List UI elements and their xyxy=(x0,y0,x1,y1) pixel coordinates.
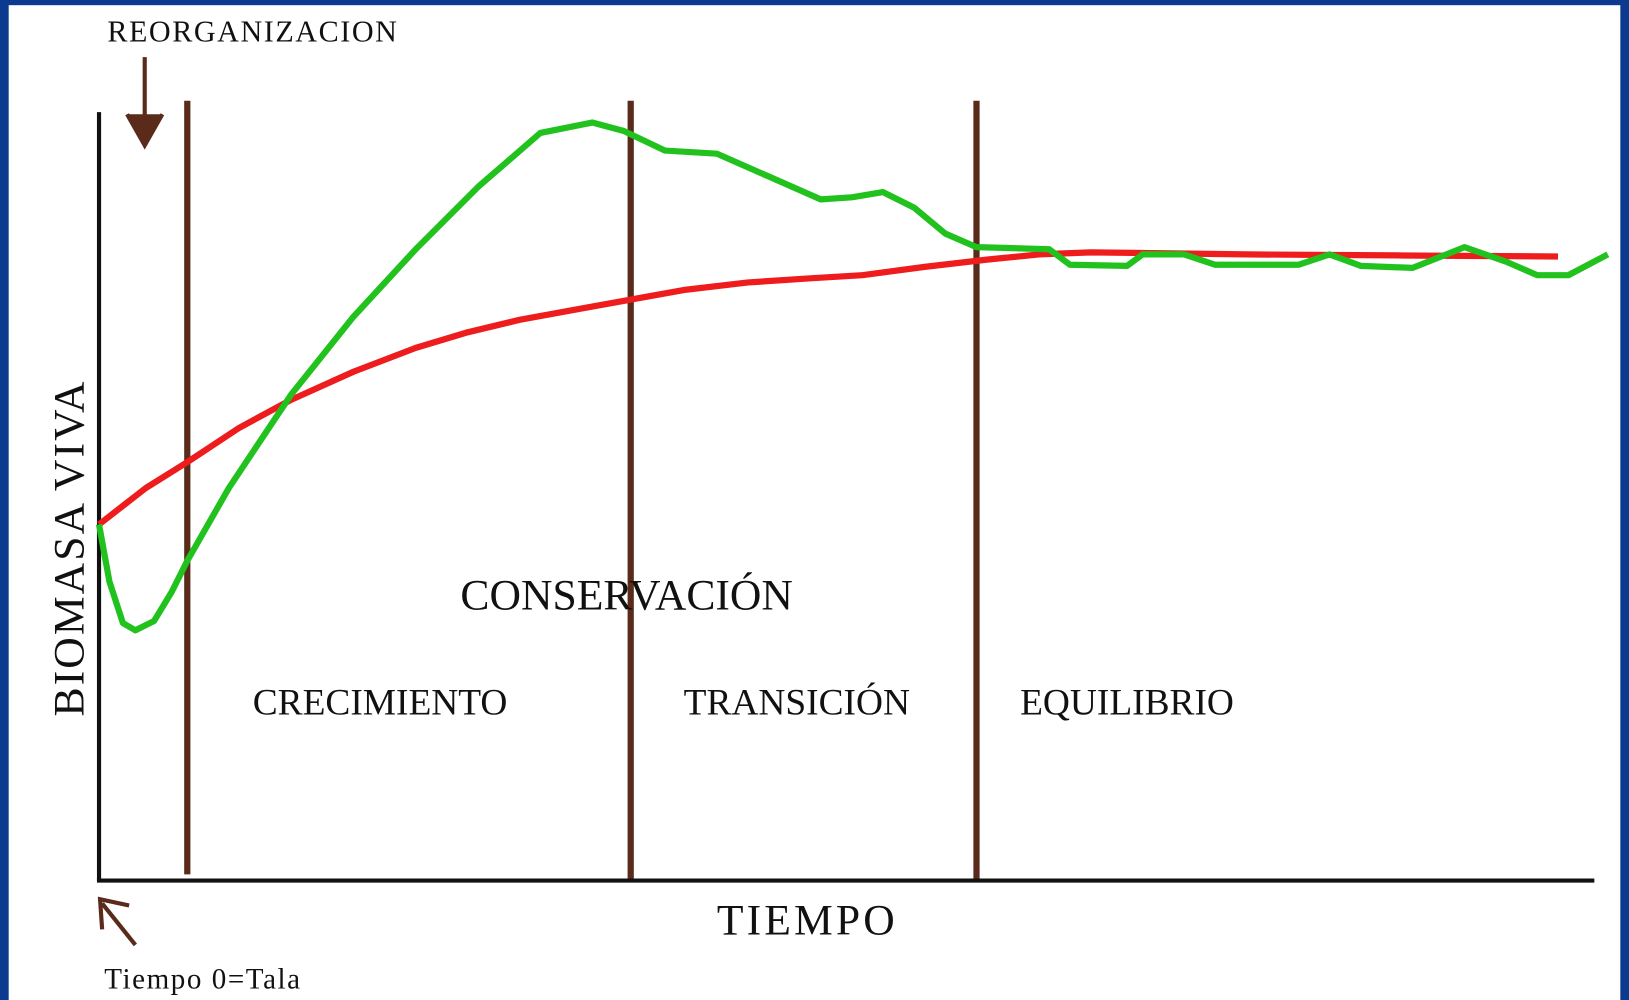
phase-label: CRECIMIENTO xyxy=(253,682,508,723)
red-curve xyxy=(97,249,1559,527)
y-axis-label: BIOMASA VIVA xyxy=(45,379,93,716)
phase-label: EQUILIBRIO xyxy=(1020,682,1234,723)
canvas xyxy=(8,5,1621,1000)
phase-label: TRANSICIÓN xyxy=(684,681,910,723)
time-zero-arrow xyxy=(97,896,137,947)
phase-label: CONSERVACIÓN xyxy=(460,571,793,620)
x-axis-label: TIEMPO xyxy=(717,897,898,945)
time-zero-label: Tiempo 0=Tala xyxy=(104,964,301,996)
green-curve xyxy=(95,119,1610,634)
reorganization-label: REORGANIZACION xyxy=(107,15,398,49)
reorganization-arrow xyxy=(125,57,165,150)
